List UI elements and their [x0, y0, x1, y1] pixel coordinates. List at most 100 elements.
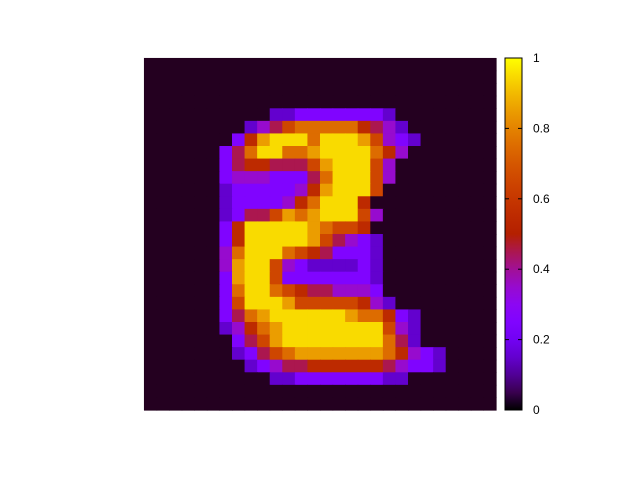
heatmap-cell: [332, 259, 346, 273]
heatmap-cell: [282, 120, 296, 135]
heatmap-cell: [282, 384, 296, 399]
heatmap-cell: [169, 309, 183, 323]
heatmap-cell: [269, 120, 283, 135]
heatmap-cell: [257, 183, 271, 197]
heatmap-cell: [445, 83, 459, 97]
heatmap-cell: [420, 259, 434, 273]
heatmap-cell: [206, 183, 221, 197]
heatmap-cell: [156, 271, 170, 285]
heatmap-cell: [181, 108, 195, 122]
heatmap-cell: [257, 309, 271, 323]
heatmap-cell: [357, 158, 371, 172]
heatmap-cell: [483, 271, 497, 285]
heatmap-cell: [156, 334, 170, 348]
heatmap-cell: [445, 196, 459, 210]
heatmap-cell: [307, 334, 321, 348]
heatmap-cell: [408, 259, 422, 273]
heatmap-cell: [181, 296, 195, 311]
heatmap-cell: [382, 397, 397, 411]
heatmap-cell: [408, 158, 422, 172]
heatmap-cell: [294, 108, 309, 122]
heatmap-cell: [282, 133, 296, 147]
heatmap-cell: [244, 146, 258, 160]
heatmap-cell: [345, 347, 359, 361]
heatmap-cell: [144, 183, 158, 197]
heatmap-cell: [357, 58, 371, 72]
heatmap-cell: [345, 83, 359, 97]
heatmap-cell: [483, 359, 497, 373]
heatmap-cell: [332, 83, 346, 97]
heatmap-cell: [332, 234, 346, 248]
heatmap-cell: [194, 70, 208, 84]
heatmap-cell: [470, 284, 485, 298]
heatmap-cell: [382, 296, 397, 311]
heatmap-cell: [332, 208, 346, 223]
heatmap-cell: [332, 146, 346, 160]
heatmap-cell: [470, 322, 485, 336]
heatmap-cell: [357, 108, 371, 122]
heatmap-cell: [470, 208, 485, 223]
heatmap-cell: [408, 208, 422, 223]
heatmap-cell: [156, 196, 170, 210]
heatmap-cell: [307, 58, 321, 72]
heatmap-cell: [244, 397, 258, 411]
heatmap-cell: [282, 284, 296, 298]
colorbar-tick-label: 1: [533, 51, 540, 65]
heatmap-cell: [282, 83, 296, 97]
heatmap-cell: [483, 309, 497, 323]
heatmap-cell: [244, 95, 258, 109]
heatmap-cell: [445, 284, 459, 298]
heatmap-cell: [232, 334, 246, 348]
colorbar-tick-label: 0: [533, 403, 540, 417]
heatmap-cell: [395, 108, 409, 122]
heatmap-cell: [307, 196, 321, 210]
heatmap-cell: [181, 221, 195, 235]
heatmap-cell: [194, 259, 208, 273]
heatmap-cell: [219, 296, 233, 311]
heatmap-cell: [458, 372, 472, 386]
heatmap-cell: [420, 334, 434, 348]
heatmap-cell: [458, 95, 472, 109]
heatmap-cell: [156, 284, 170, 298]
heatmap-cell: [433, 271, 447, 285]
heatmap-cell: [257, 384, 271, 399]
heatmap-cell: [219, 384, 233, 399]
heatmap-cell: [458, 221, 472, 235]
heatmap-cell: [219, 359, 233, 373]
heatmap-cell: [345, 234, 359, 248]
heatmap-cell: [320, 246, 334, 260]
heatmap-cell: [332, 171, 346, 185]
heatmap-cell: [382, 271, 397, 285]
heatmap-cell: [357, 171, 371, 185]
heatmap-cell: [269, 384, 283, 399]
heatmap-cell: [357, 133, 371, 147]
heatmap-cell: [307, 171, 321, 185]
heatmap-cell: [395, 196, 409, 210]
heatmap-cell: [307, 108, 321, 122]
heatmap-cell: [282, 234, 296, 248]
heatmap-cell: [282, 296, 296, 311]
heatmap-cell: [156, 183, 170, 197]
heatmap-cell: [332, 70, 346, 84]
heatmap-cell: [294, 372, 309, 386]
heatmap-cell: [357, 284, 371, 298]
heatmap-cell: [144, 384, 158, 399]
heatmap-cell: [395, 296, 409, 311]
heatmap-cell: [357, 397, 371, 411]
heatmap-cell: [433, 108, 447, 122]
heatmap-cell: [257, 296, 271, 311]
heatmap-cell: [257, 108, 271, 122]
heatmap-cell: [445, 183, 459, 197]
heatmap-cell: [483, 58, 497, 72]
heatmap-cell: [194, 284, 208, 298]
heatmap-cell: [433, 234, 447, 248]
heatmap-cell: [206, 284, 221, 298]
heatmap-cell: [257, 347, 271, 361]
heatmap-cell: [382, 133, 397, 147]
heatmap-cell: [169, 221, 183, 235]
heatmap-cell: [181, 284, 195, 298]
heatmap-cell: [206, 234, 221, 248]
heatmap-cell: [181, 246, 195, 260]
heatmap-cell: [206, 208, 221, 223]
heatmap-cell: [194, 322, 208, 336]
